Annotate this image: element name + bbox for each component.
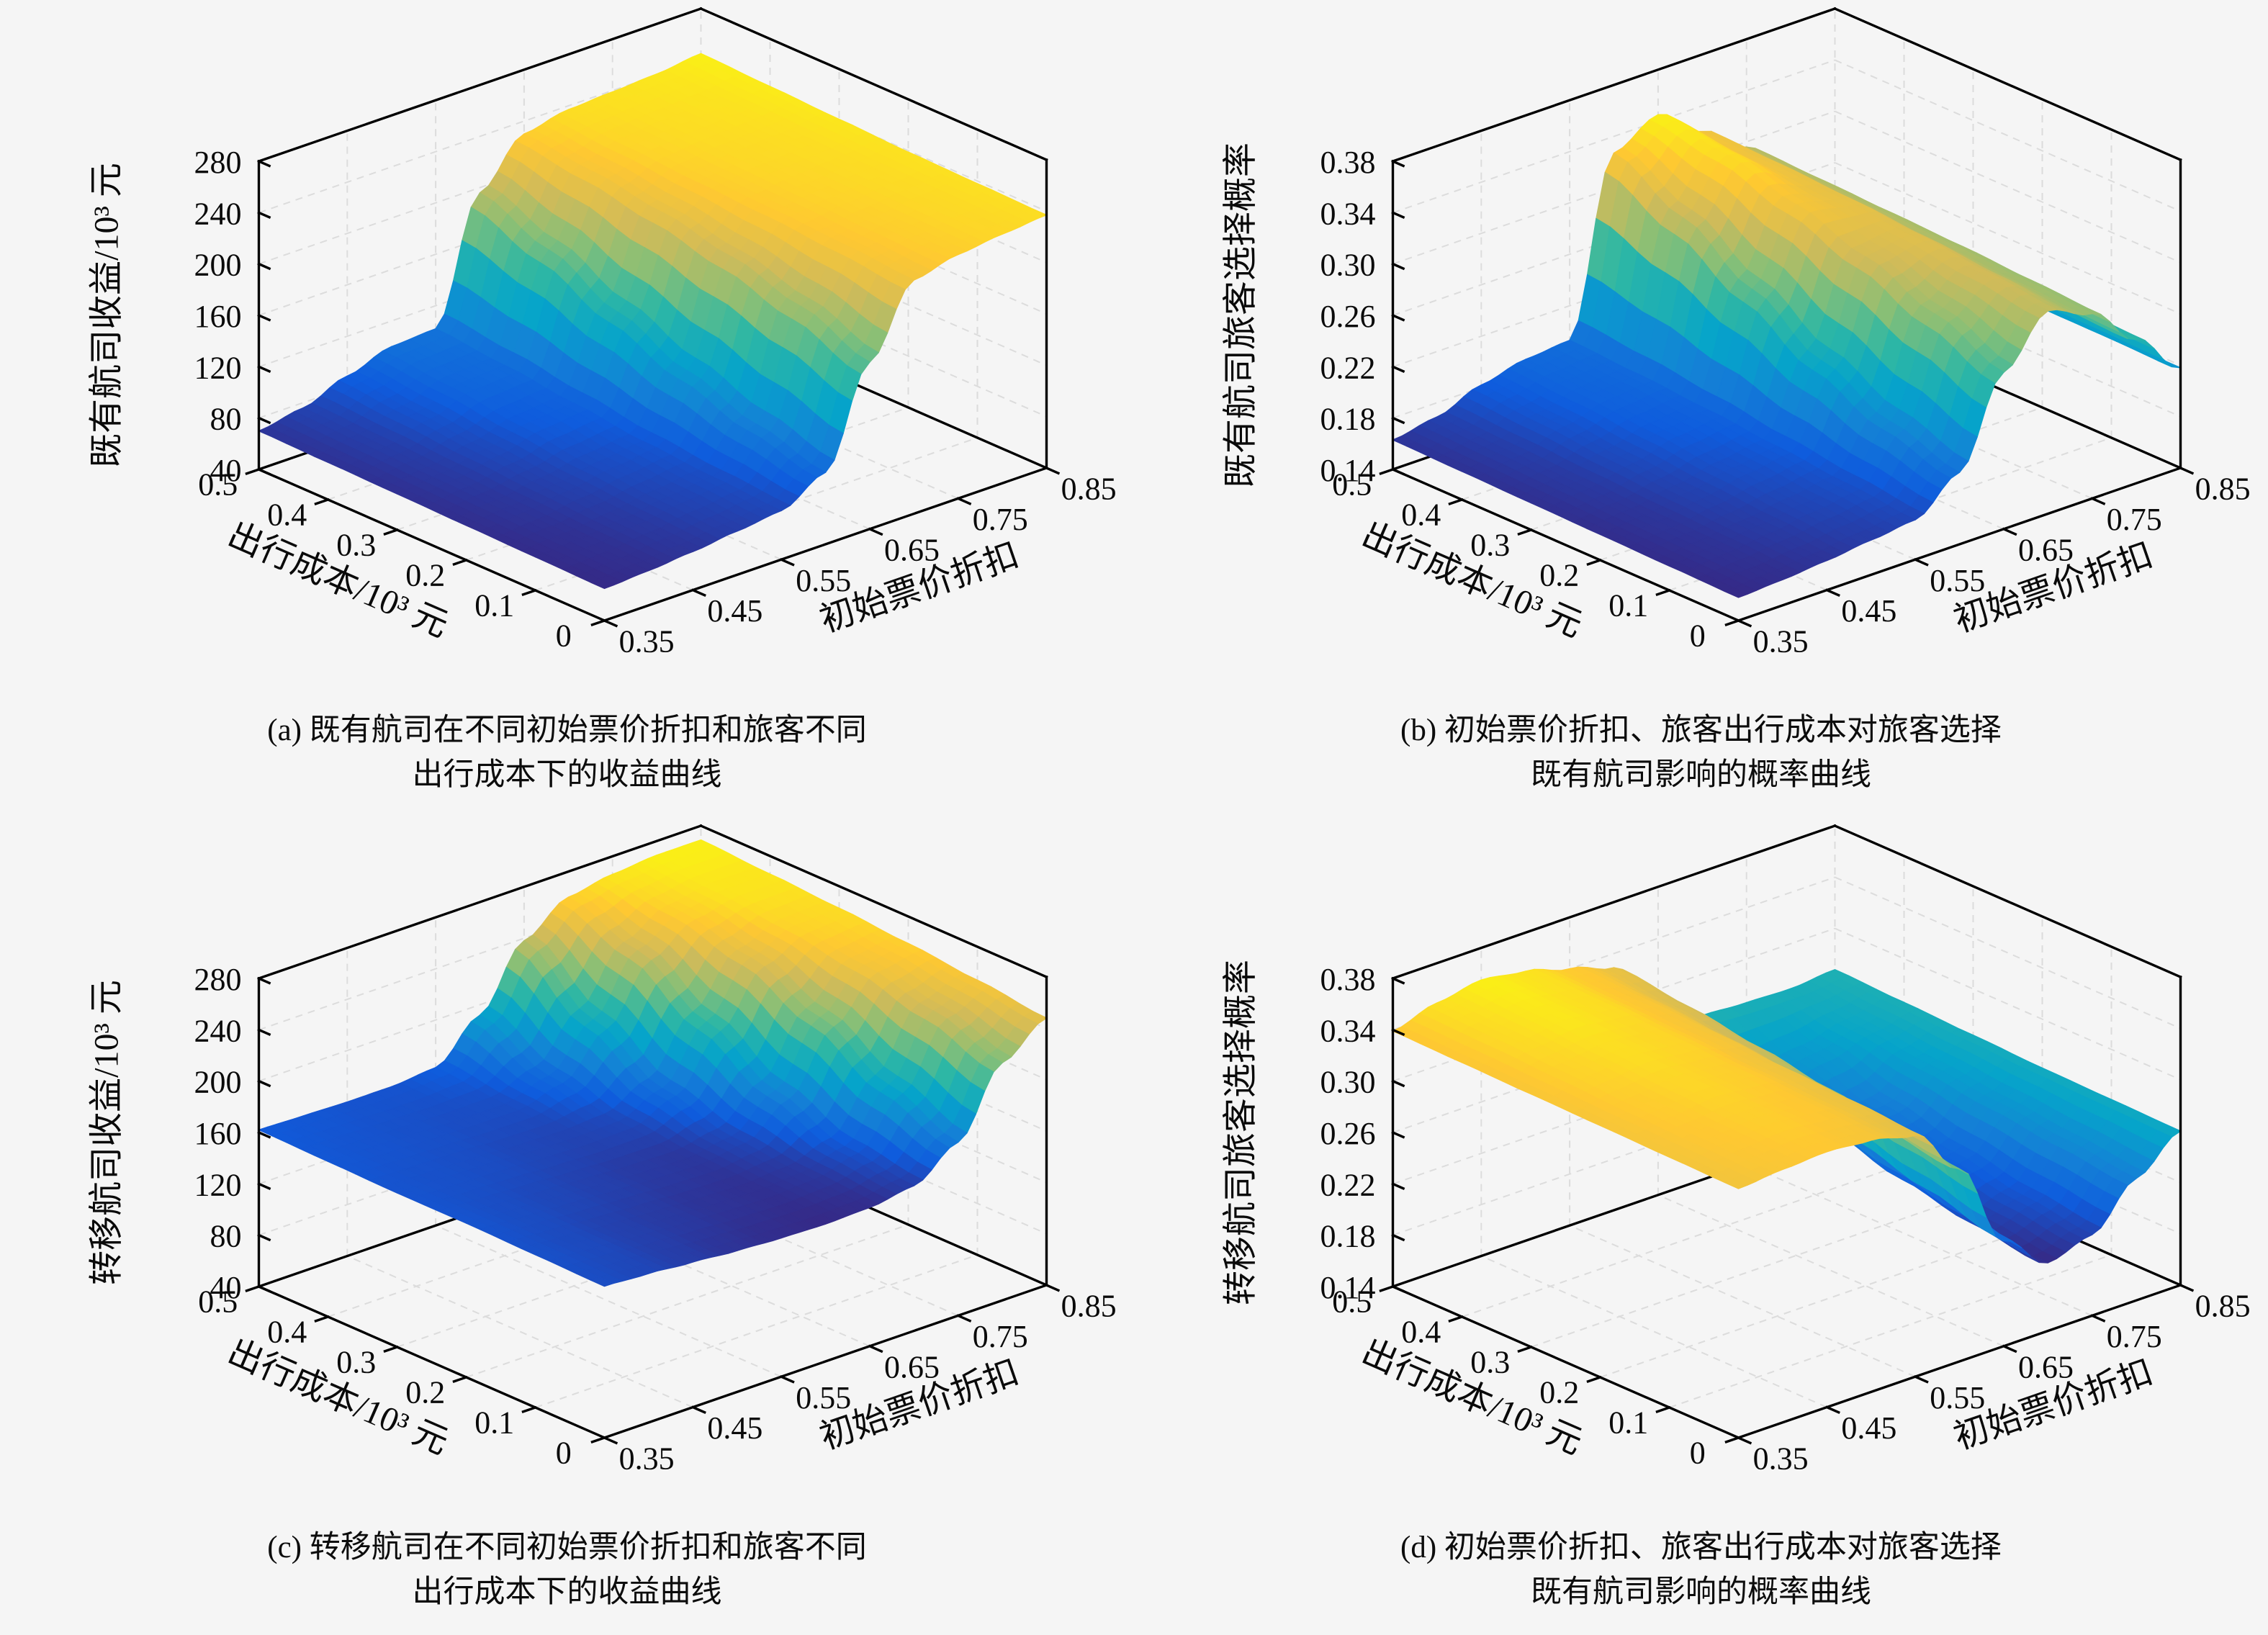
svg-text:0.1: 0.1: [474, 588, 514, 623]
svg-text:0.38: 0.38: [1320, 145, 1376, 180]
caption-c-line1: (c) 转移航司在不同初始票价折扣和旅客不同: [267, 1531, 867, 1564]
svg-text:240: 240: [194, 1013, 242, 1048]
svg-text:0.5: 0.5: [198, 1284, 238, 1320]
surface-plot-a: 40 80 120 160 200 240 280 0 0.1 0.2 0.3 0.4 0.5 0.35 0…: [88, 6, 1117, 659]
surface-plot-d: 0.140.180.220.260.300.340.3800.10.20.30.…: [1222, 824, 2251, 1477]
caption-b-line1: (b) 初始票价折扣、旅客出行成本对旅客选择: [1400, 713, 2002, 747]
svg-text:0.65: 0.65: [884, 1349, 940, 1384]
svg-text:既有航司收益/10³ 元: 既有航司收益/10³ 元: [88, 163, 126, 468]
caption-b-line2: 既有航司影响的概率曲线: [1530, 758, 1871, 793]
svg-text:0.30: 0.30: [1320, 248, 1376, 283]
caption-a-line2: 出行成本下的收益曲线: [412, 758, 722, 793]
subplot-c: 40 80 120 160 200 240 280 0 0.1 0.2 0.3 0.4 0.5 0.35 0…: [0, 817, 1134, 1635]
svg-text:0.2: 0.2: [405, 558, 445, 593]
surface-plot-c: 40 80 120 160 200 240 280 0 0.1 0.2 0.3 0.4 0.5 0.35 0…: [88, 824, 1117, 1477]
caption-c-line2: 出行成本下的收益曲线: [412, 1575, 722, 1610]
svg-text:160: 160: [194, 299, 242, 334]
svg-text:120: 120: [194, 350, 242, 385]
svg-text:280: 280: [194, 145, 242, 180]
svg-text:160: 160: [194, 1116, 242, 1151]
svg-text:0.45: 0.45: [707, 593, 762, 629]
svg-text:0.1: 0.1: [1608, 588, 1648, 623]
svg-text:0: 0: [556, 618, 572, 654]
caption-d-line2: 既有航司影响的概率曲线: [1530, 1575, 1871, 1610]
svg-text:0.3: 0.3: [1470, 528, 1510, 563]
caption-d: (d) 初始票价折扣、旅客出行成本对旅客选择 既有航司影响的概率曲线: [1400, 1526, 2002, 1616]
svg-text:0.45: 0.45: [707, 1410, 762, 1446]
surface-plot-b: 0.14 0.18 0.22 0.26 0.30 0.34 0.38 0 0.1 0.2 0.3 0.…: [1222, 6, 2251, 659]
subplot-b: 0.14 0.18 0.22 0.26 0.30 0.34 0.38 0 0.1 0.2 0.3 0.…: [1134, 0, 2268, 817]
svg-text:0.4: 0.4: [267, 1315, 307, 1350]
svg-text:280: 280: [194, 962, 242, 997]
svg-text:0.14: 0.14: [1320, 453, 1376, 488]
svg-text:0.18: 0.18: [1320, 402, 1376, 437]
svg-text:0.75: 0.75: [973, 1319, 1028, 1354]
svg-text:0.3: 0.3: [336, 1345, 376, 1380]
svg-text:0.5: 0.5: [1332, 467, 1372, 503]
svg-text:80: 80: [210, 402, 242, 437]
subplot-a: 40 80 120 160 200 240 280 0 0.1 0.2 0.3 0.4 0.5 0.35 0…: [0, 0, 1134, 817]
svg-text:0.75: 0.75: [2107, 502, 2162, 537]
caption-a-line1: (a) 既有航司在不同初始票价折扣和旅客不同: [267, 713, 867, 747]
caption-c: (c) 转移航司在不同初始票价折扣和旅客不同 出行成本下的收益曲线: [267, 1526, 866, 1616]
svg-text:0.35: 0.35: [619, 1441, 675, 1477]
svg-text:0.5: 0.5: [198, 467, 238, 503]
caption-a: (a) 既有航司在不同初始票价折扣和旅客不同 出行成本下的收益曲线: [267, 708, 866, 798]
svg-text:0.1: 0.1: [474, 1405, 514, 1441]
svg-text:0.65: 0.65: [884, 532, 940, 567]
svg-text:既有航司旅客选择概率: 既有航司旅客选择概率: [1222, 143, 1260, 488]
svg-text:0.2: 0.2: [1539, 558, 1579, 593]
svg-text:200: 200: [194, 1065, 242, 1100]
subplot-d: 0.14 0.18 0.22 0.26 0.30 0.34 0.38 0 0.1 0.2 0.3 0.…: [1134, 817, 2268, 1635]
svg-text:0: 0: [556, 1436, 572, 1471]
caption-b: (b) 初始票价折扣、旅客出行成本对旅客选择 既有航司影响的概率曲线: [1400, 708, 2002, 798]
svg-text:0.65: 0.65: [2018, 532, 2074, 567]
svg-text:0.35: 0.35: [1753, 624, 1809, 659]
svg-text:0.35: 0.35: [619, 624, 675, 659]
svg-text:0.85: 0.85: [1061, 1289, 1117, 1324]
svg-text:0.55: 0.55: [796, 1380, 851, 1415]
svg-text:240: 240: [194, 196, 242, 231]
svg-text:80: 80: [210, 1219, 242, 1254]
caption-d-line1: (d) 初始票价折扣、旅客出行成本对旅客选择: [1400, 1531, 2002, 1564]
svg-text:0: 0: [1690, 618, 1706, 654]
svg-text:0.85: 0.85: [1061, 472, 1117, 507]
svg-text:0.34: 0.34: [1320, 196, 1376, 231]
svg-text:0.55: 0.55: [1930, 563, 1985, 598]
svg-text:0.3: 0.3: [336, 528, 376, 563]
svg-text:0.26: 0.26: [1320, 299, 1376, 334]
svg-text:0.75: 0.75: [973, 502, 1028, 537]
svg-text:40: 40: [210, 453, 242, 488]
svg-text:0.55: 0.55: [796, 563, 851, 598]
svg-text:0.85: 0.85: [2195, 472, 2251, 507]
svg-text:0.22: 0.22: [1320, 350, 1376, 385]
svg-text:0.4: 0.4: [267, 497, 307, 533]
svg-text:40: 40: [210, 1270, 242, 1305]
svg-text:0.4: 0.4: [1401, 497, 1441, 533]
svg-text:0.45: 0.45: [1841, 593, 1896, 629]
svg-text:转移航司收益/10³ 元: 转移航司收益/10³ 元: [88, 980, 126, 1285]
svg-text:0.2: 0.2: [405, 1375, 445, 1410]
svg-text:120: 120: [194, 1167, 242, 1202]
svg-text:200: 200: [194, 248, 242, 283]
